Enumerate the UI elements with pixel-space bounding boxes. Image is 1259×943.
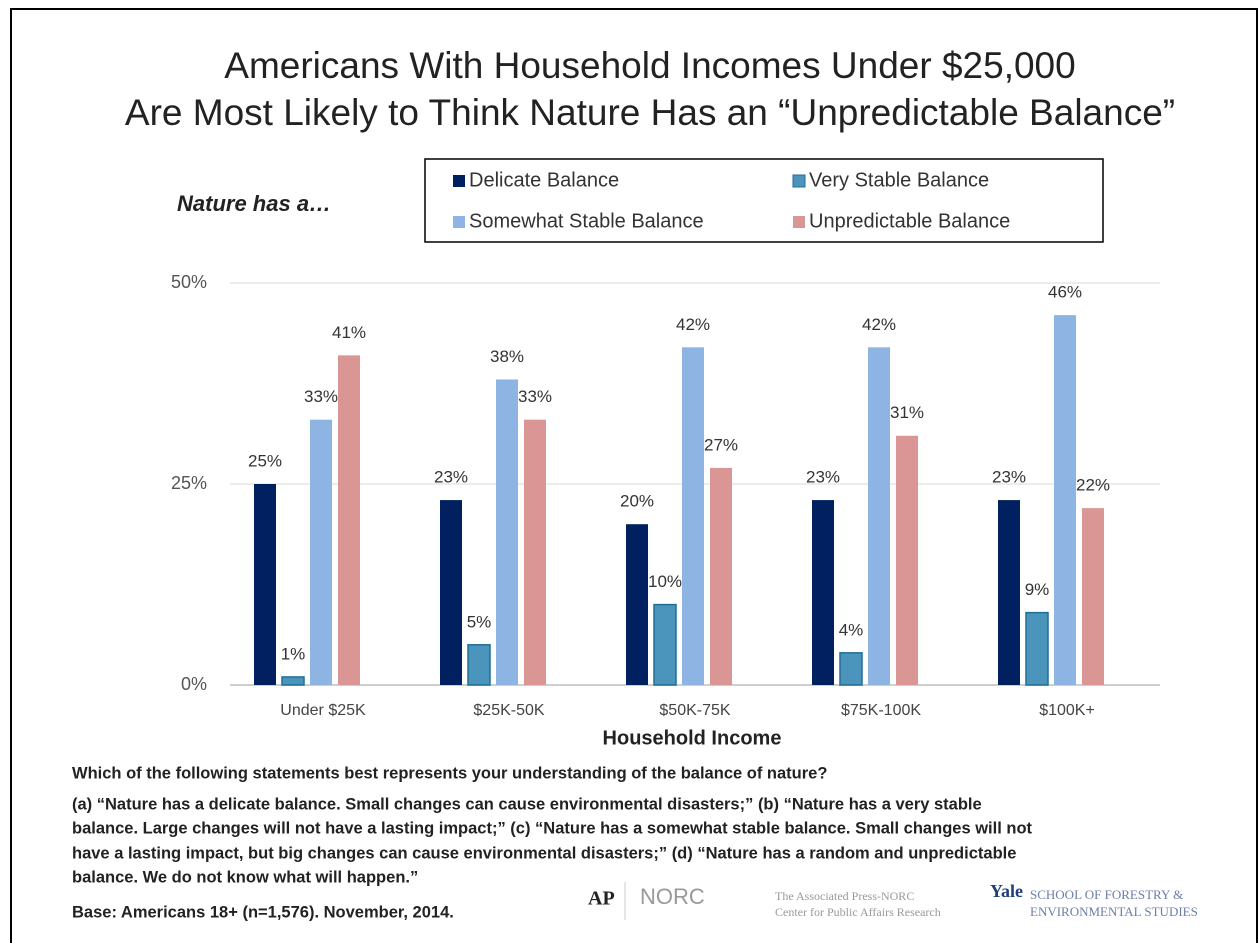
x-axis-label: Household Income <box>603 727 782 749</box>
bar <box>524 419 546 685</box>
bar <box>896 435 918 685</box>
value-label: 38% <box>490 347 524 366</box>
value-label: 42% <box>676 315 710 334</box>
legend-label: Very Stable Balance <box>809 169 989 191</box>
x-tick-label: $25K-50K <box>473 702 544 719</box>
value-label: 10% <box>648 572 682 591</box>
bar <box>440 500 462 685</box>
bar <box>868 347 890 685</box>
note: balance. We do not know what will happen… <box>72 868 418 886</box>
frame <box>10 8 1258 943</box>
value-label: 41% <box>332 323 366 342</box>
value-label: 5% <box>467 612 492 631</box>
legend-swatch <box>792 174 806 188</box>
y-tick-label: 50% <box>171 272 207 292</box>
value-label: 9% <box>1025 580 1050 599</box>
base-note: Base: Americans 18+ (n=1,576). November,… <box>72 903 454 921</box>
legend-label: Somewhat Stable Balance <box>469 210 704 232</box>
value-label: 20% <box>620 492 654 511</box>
logo-norc: NORC <box>640 884 705 909</box>
bar <box>839 652 863 686</box>
value-label: 27% <box>704 435 738 454</box>
legend-swatch <box>453 216 465 228</box>
note: have a lasting impact, but big changes c… <box>72 844 1016 862</box>
logo-school: ENVIRONMENTAL STUDIES <box>1030 904 1198 919</box>
value-label: 23% <box>434 468 468 487</box>
logo-yale: Yale <box>990 881 1023 901</box>
legend-label: Delicate Balance <box>469 169 619 191</box>
value-label: 23% <box>992 468 1026 487</box>
bar <box>310 419 332 685</box>
value-label: 22% <box>1076 476 1110 495</box>
note: balance. Large changes will not have a l… <box>72 819 1033 837</box>
y-tick-label: 25% <box>171 473 207 493</box>
bar <box>710 467 732 685</box>
bar <box>1082 508 1104 685</box>
chart-title: Americans With Household Incomes Under $… <box>224 45 1075 86</box>
bar <box>812 500 834 685</box>
subtitle: Nature has a… <box>177 191 331 216</box>
x-tick-label: $75K-100K <box>841 702 921 719</box>
legend-swatch <box>453 175 465 187</box>
bar <box>998 500 1020 685</box>
bar <box>626 524 648 685</box>
value-label: 4% <box>839 620 864 639</box>
x-tick-label: Under $25K <box>280 702 366 719</box>
bar <box>1025 611 1049 686</box>
logo-ap: AP <box>588 888 615 910</box>
y-tick-label: 0% <box>181 674 207 694</box>
question: Which of the following statements best r… <box>72 764 827 782</box>
legend-label: Unpredictable Balance <box>809 210 1010 232</box>
logo-center: The Associated Press-NORC <box>775 889 914 903</box>
value-label: 46% <box>1048 283 1082 302</box>
legend-swatch <box>793 216 805 228</box>
chart-title: Are Most Likely to Think Nature Has an “… <box>125 92 1175 133</box>
legend-box <box>424 158 1104 243</box>
bar <box>254 484 276 685</box>
bar <box>496 379 518 685</box>
x-tick-label: $50K-75K <box>659 702 730 719</box>
bar <box>338 355 360 685</box>
value-label: 1% <box>281 644 306 663</box>
x-tick-label: $100K+ <box>1039 702 1095 719</box>
bar <box>653 603 677 686</box>
value-label: 25% <box>248 451 282 470</box>
logo-school: SCHOOL OF FORESTRY & <box>1030 887 1183 902</box>
bar <box>467 644 491 686</box>
logo-center: Center for Public Affairs Research <box>775 905 941 919</box>
note: (a) “Nature has a delicate balance. Smal… <box>72 795 982 813</box>
value-label: 31% <box>890 403 924 422</box>
value-label: 33% <box>518 387 552 406</box>
value-label: 33% <box>304 387 338 406</box>
value-label: 42% <box>862 315 896 334</box>
bar <box>1054 315 1076 685</box>
value-label: 23% <box>806 468 840 487</box>
bar <box>682 347 704 685</box>
bar <box>281 676 305 686</box>
